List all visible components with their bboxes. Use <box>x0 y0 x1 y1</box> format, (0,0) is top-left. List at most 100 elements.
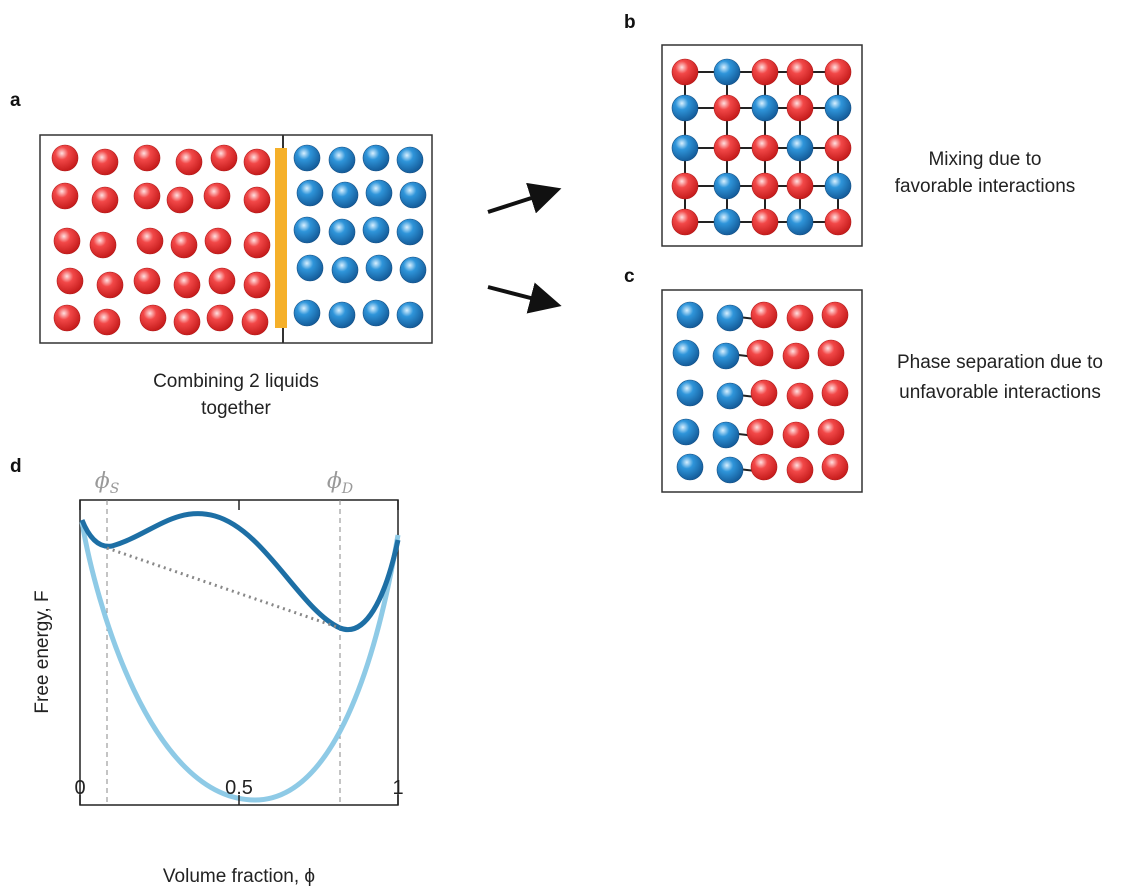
red-particle <box>747 340 773 366</box>
panel-label: d <box>10 456 22 477</box>
red-particle <box>174 309 200 335</box>
caption: Phase separation due to <box>897 352 1103 373</box>
blue-particle <box>297 180 323 206</box>
mixed-curve <box>82 522 398 800</box>
red-particle <box>825 209 851 235</box>
red-particle <box>167 187 193 213</box>
red-particle <box>140 305 166 331</box>
red-particle <box>783 422 809 448</box>
x-tick-label: 0.5 <box>225 777 253 799</box>
red-particle <box>52 145 78 171</box>
panel-label: a <box>10 90 21 111</box>
red-particle <box>783 343 809 369</box>
red-particle <box>57 268 83 294</box>
caption: Combining 2 liquids <box>153 371 319 392</box>
caption: together <box>201 398 271 419</box>
common-tangent <box>107 548 340 628</box>
blue-particle <box>397 147 423 173</box>
panel-label: b <box>624 12 636 33</box>
blue-particle <box>294 300 320 326</box>
red-particle <box>204 183 230 209</box>
red-particle <box>242 309 268 335</box>
blue-particle <box>717 383 743 409</box>
blue-particle <box>677 380 703 406</box>
blue-particle <box>714 209 740 235</box>
red-particle <box>752 59 778 85</box>
blue-particle <box>366 180 392 206</box>
phi-s-label: ϕS <box>95 469 120 497</box>
red-particle <box>209 268 235 294</box>
particles-b <box>672 59 851 235</box>
red-particle <box>787 383 813 409</box>
blue-particle <box>787 209 813 235</box>
red-particle <box>751 380 777 406</box>
figure: a Combining 2 liquids together b Mixing … <box>0 0 1136 890</box>
caption: favorable interactions <box>895 176 1076 197</box>
red-particle <box>787 457 813 483</box>
red-particle <box>787 95 813 121</box>
red-particle <box>244 272 270 298</box>
panel-label: c <box>624 266 635 287</box>
subscript: D <box>341 481 353 497</box>
red-particle <box>171 232 197 258</box>
x-axis-label: Volume fraction, ϕ <box>163 866 315 887</box>
blue-particle <box>297 255 323 281</box>
blue-particle <box>825 173 851 199</box>
blue-particle <box>294 217 320 243</box>
plot: ϕS ϕD Volume fraction, ϕ Free energy, F … <box>32 469 404 887</box>
red-particle <box>90 232 116 258</box>
red-particle <box>787 173 813 199</box>
blue-particle <box>329 302 355 328</box>
blue-particle <box>332 182 358 208</box>
symbol: ϕ <box>95 469 110 494</box>
blue-particle <box>672 135 698 161</box>
red-particle <box>818 340 844 366</box>
blue-particle <box>397 219 423 245</box>
barrier <box>275 148 287 328</box>
red-particle <box>244 232 270 258</box>
blue-particle <box>714 173 740 199</box>
blue-particle <box>397 302 423 328</box>
blue-particle <box>673 340 699 366</box>
blue-particle <box>363 145 389 171</box>
phi-d-label: ϕD <box>327 469 353 497</box>
red-particle <box>714 95 740 121</box>
blue-particle <box>677 302 703 328</box>
red-particle <box>822 454 848 480</box>
blue-particle <box>717 457 743 483</box>
blue-particle <box>400 257 426 283</box>
blue-particle <box>400 182 426 208</box>
red-particle <box>244 149 270 175</box>
red-particle <box>822 380 848 406</box>
particles-a <box>52 145 426 335</box>
red-particle <box>244 187 270 213</box>
red-particle <box>752 135 778 161</box>
blue-particle <box>677 454 703 480</box>
red-particle <box>92 149 118 175</box>
red-particle <box>825 135 851 161</box>
red-particle <box>818 419 844 445</box>
blue-particle <box>329 147 355 173</box>
red-particle <box>672 59 698 85</box>
blue-particle <box>717 305 743 331</box>
red-particle <box>787 59 813 85</box>
blue-particle <box>825 95 851 121</box>
separated-curve <box>82 514 398 630</box>
blue-particle <box>672 95 698 121</box>
y-axis-label: Free energy, F <box>32 590 53 713</box>
red-particle <box>207 305 233 331</box>
arrow <box>488 287 550 303</box>
arrow <box>488 192 550 212</box>
red-particle <box>174 272 200 298</box>
blue-particle <box>673 419 699 445</box>
red-particle <box>97 272 123 298</box>
caption: unfavorable interactions <box>899 382 1101 403</box>
x-tick-label: 0 <box>74 777 85 799</box>
red-particle <box>92 187 118 213</box>
blue-particle <box>713 343 739 369</box>
blue-particle <box>363 217 389 243</box>
red-particle <box>747 419 773 445</box>
red-particle <box>94 309 120 335</box>
blue-particle <box>752 95 778 121</box>
red-particle <box>672 173 698 199</box>
